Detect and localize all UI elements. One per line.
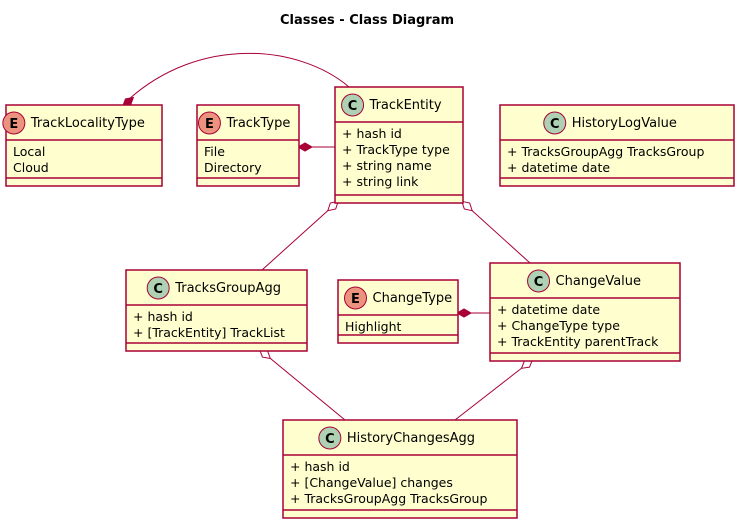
link-tracks-group-agg-to-history-changes-agg — [258, 348, 346, 421]
node-change-value[interactable]: ChangeValue C + datetime date+ ChangeType … — [489, 262, 681, 362]
node-box — [334, 86, 464, 204]
class-attribute: + string link — [342, 174, 419, 189]
badge-letter: E — [205, 117, 214, 132]
relationship-links — [121, 52, 534, 421]
aggregation-diamond-icon — [461, 200, 473, 212]
link-track-type-to-track-entity — [296, 142, 335, 152]
class-attribute: + TrackEntity parentTrack — [497, 334, 659, 349]
link-track-locality-type-to-track-entity — [121, 52, 350, 108]
link-line — [454, 363, 528, 421]
enum-value: Local — [13, 144, 45, 159]
class-attribute: + datetime date — [507, 160, 610, 175]
badge-letter: C — [550, 117, 560, 132]
class-badge-icon — [341, 93, 365, 117]
enum-badge-icon — [344, 286, 367, 310]
class-attribute: + ChangeType type — [497, 318, 620, 333]
class-attribute: + hash id — [342, 126, 402, 141]
enum-value: File — [204, 144, 225, 159]
node-box — [5, 104, 163, 187]
link-line — [264, 353, 346, 421]
class-attribute: + [ChangeValue] changes — [290, 475, 453, 490]
class-badge-icon — [146, 276, 170, 300]
class-attribute: + TracksGroupAgg TracksGroup — [290, 491, 487, 506]
class-attribute: + hash id — [290, 459, 350, 474]
link-line — [261, 205, 334, 271]
class-attribute: + [TrackEntity] TrackList — [133, 325, 285, 340]
badge-letter: E — [351, 292, 360, 307]
node-name: ChangeValue — [556, 274, 641, 289]
node-name: ChangeType — [373, 291, 453, 306]
enum-value: Highlight — [345, 319, 402, 334]
node-name: TrackType — [225, 116, 290, 131]
class-attribute: + hash id — [133, 309, 193, 324]
class-badge-icon — [318, 426, 342, 450]
node-box — [489, 262, 681, 362]
link-track-entity-to-tracks-group-agg — [261, 200, 339, 271]
badge-letter: C — [325, 432, 335, 447]
class-badge-icon — [527, 269, 551, 293]
node-name: TracksGroupAgg — [174, 281, 281, 296]
link-line — [127, 52, 350, 101]
composition-diamond-icon — [296, 142, 314, 152]
enum-value: Directory — [204, 160, 262, 175]
node-name: TrackEntity — [369, 98, 442, 113]
class-attribute: + TracksGroupAgg TracksGroup — [507, 144, 704, 159]
node-name: TrackLocalityType — [30, 116, 145, 131]
node-change-type[interactable]: ChangeType E Highlight — [337, 279, 459, 344]
node-name: HistoryChangesAgg — [347, 431, 475, 446]
badge-letter: C — [534, 275, 544, 290]
class-attribute: + TrackType type — [342, 142, 450, 157]
node-tracks-group-agg[interactable]: TracksGroupAgg C + hash id+ [TrackEntity] … — [125, 269, 308, 352]
enum-badge-icon — [2, 111, 26, 135]
composition-diamond-icon — [455, 308, 473, 318]
node-name: HistoryLogValue — [572, 116, 677, 131]
link-change-type-to-change-value — [455, 308, 490, 318]
badge-letter: C — [153, 282, 163, 297]
node-history-changes-agg[interactable]: HistoryChangesAgg C + hash id+ [ChangeValu… — [282, 419, 518, 519]
enum-badge-icon — [197, 111, 221, 135]
diagram-title: Classes - Class Diagram — [280, 13, 454, 28]
class-attribute: + datetime date — [497, 302, 600, 317]
link-track-entity-to-change-value — [461, 200, 531, 264]
class-attribute: + string name — [342, 158, 432, 173]
enum-value: Cloud — [13, 160, 49, 175]
node-history-log-value[interactable]: HistoryLogValue C + TracksGroupAgg TracksG… — [499, 104, 735, 187]
node-box — [499, 104, 735, 187]
class-badge-icon — [543, 111, 567, 135]
badge-letter: E — [9, 117, 18, 132]
badge-letter: C — [348, 99, 358, 114]
link-line — [466, 205, 531, 264]
link-change-value-to-history-changes-agg — [454, 359, 534, 421]
